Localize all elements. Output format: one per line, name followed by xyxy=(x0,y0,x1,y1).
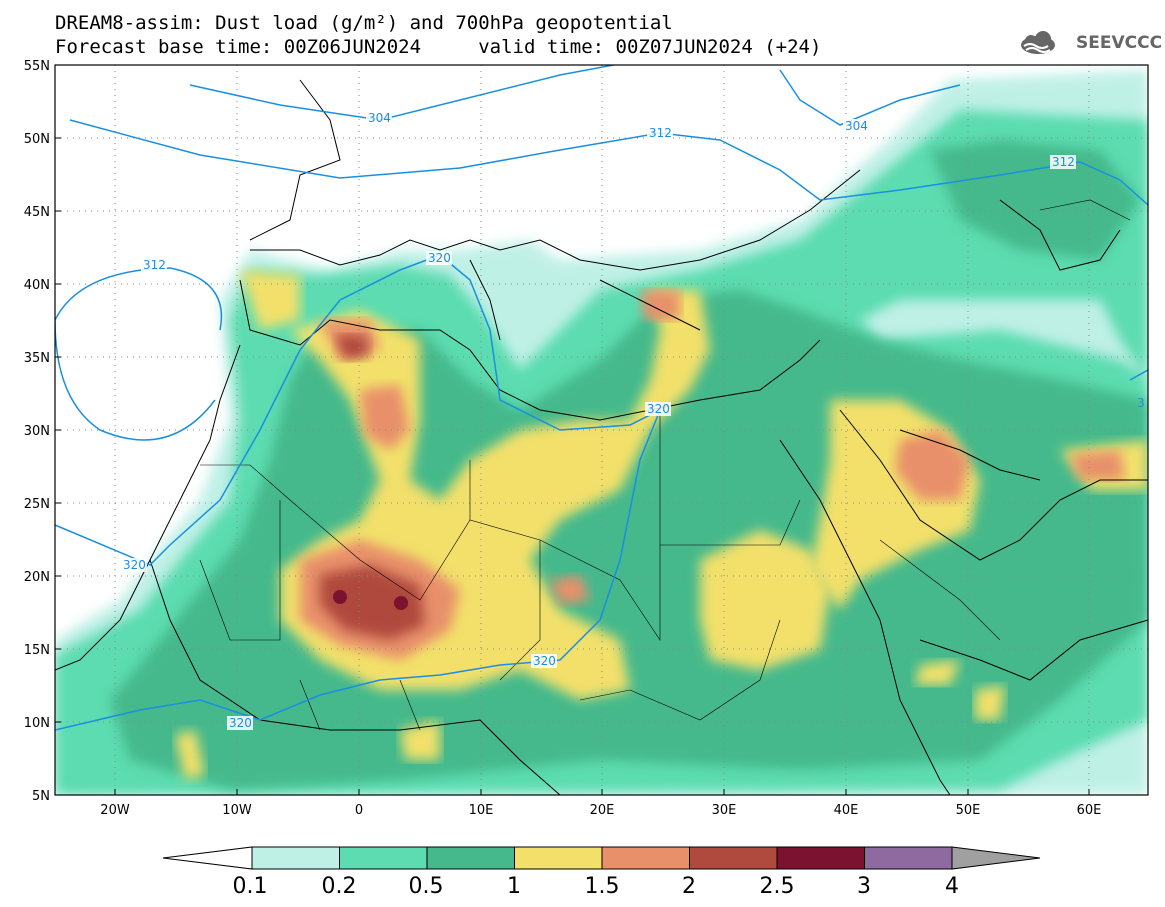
lon-label: 30E xyxy=(712,803,737,818)
colorbar: 0.1 0.2 0.5 1 1.5 2 2.5 3 4 xyxy=(162,846,1041,899)
colorbar-segment xyxy=(864,846,953,870)
colorbar-label: 2 xyxy=(682,874,696,899)
lon-label: 50E xyxy=(956,803,981,818)
colorbar-segment xyxy=(514,846,603,870)
lat-label: 20N xyxy=(24,570,50,585)
latitude-labels: 55N 50N 45N 40N 35N 30N 25N 20N 15N 10N … xyxy=(24,59,50,804)
contour-labels: 304 312 304 312 312 320 320 320 320 320 … xyxy=(121,111,1145,730)
contour-label: 320 xyxy=(533,654,556,668)
lon-label: 60E xyxy=(1077,803,1102,818)
cloud-icon xyxy=(1021,31,1055,54)
dust-field xyxy=(55,65,1148,795)
coastlines xyxy=(55,79,1148,795)
lon-label: 10E xyxy=(469,803,494,818)
colorbar-under-arrow xyxy=(162,846,253,870)
contour-label: 3 xyxy=(1137,396,1145,410)
contour-label: 320 xyxy=(428,251,451,265)
lat-label: 10N xyxy=(24,716,50,731)
colorbar-label: 4 xyxy=(945,874,959,899)
lat-label: 30N xyxy=(24,424,50,439)
contour-label: 320 xyxy=(647,402,670,416)
borders xyxy=(199,199,1131,731)
colorbar-label: 2.5 xyxy=(760,874,795,899)
colorbar-over-arrow xyxy=(951,846,1041,870)
lat-label: 25N xyxy=(24,497,50,512)
colorbar-label: 0.5 xyxy=(409,874,444,899)
colorbar-segment xyxy=(776,846,865,870)
lat-label: 15N xyxy=(24,643,50,658)
lat-label: 50N xyxy=(24,132,50,147)
lon-label: 0 xyxy=(355,803,363,818)
map-title-line2: Forecast base time: 00Z06JUN2024 valid t… xyxy=(55,36,822,58)
contour-label: 312 xyxy=(143,258,166,272)
lon-label: 20E xyxy=(590,803,615,818)
contour-label: 312 xyxy=(1052,155,1075,169)
colorbar-segment xyxy=(251,846,340,870)
lon-label: 40E xyxy=(834,803,859,818)
contour-label: 320 xyxy=(123,558,146,572)
lat-label: 55N xyxy=(24,59,50,74)
seevccc-logo xyxy=(1021,31,1055,54)
lon-label: 10W xyxy=(222,803,252,818)
map-title-line1: DREAM8-assim: Dust load (g/m²) and 700hP… xyxy=(55,12,673,34)
contour-label: 304 xyxy=(845,119,868,133)
lat-label: 40N xyxy=(24,278,50,293)
colorbar-segment xyxy=(601,846,690,870)
colorbar-label: 1 xyxy=(507,874,521,899)
colorbar-segment xyxy=(426,846,515,870)
colorbar-segment xyxy=(689,846,778,870)
contour-label: 320 xyxy=(229,716,252,730)
colorbar-label: 1.5 xyxy=(585,874,620,899)
lon-label: 20W xyxy=(100,803,130,818)
logo-text: SEEVCCC xyxy=(1076,33,1163,53)
contour-label: 304 xyxy=(368,111,391,125)
colorbar-segment xyxy=(339,846,428,870)
longitude-labels: 20W 10W 0 10E 20E 30E 40E 50E 60E xyxy=(100,803,1101,818)
colorbar-label: 0.1 xyxy=(233,874,268,899)
axis-ticks xyxy=(55,64,1090,796)
contour-label: 312 xyxy=(649,126,672,140)
colorbar-label: 0.2 xyxy=(322,874,357,899)
graticule xyxy=(55,65,1148,795)
lat-label: 45N xyxy=(24,205,50,220)
colorbar-label: 3 xyxy=(857,874,871,899)
lat-label: 5N xyxy=(32,789,50,804)
lat-label: 35N xyxy=(24,351,50,366)
